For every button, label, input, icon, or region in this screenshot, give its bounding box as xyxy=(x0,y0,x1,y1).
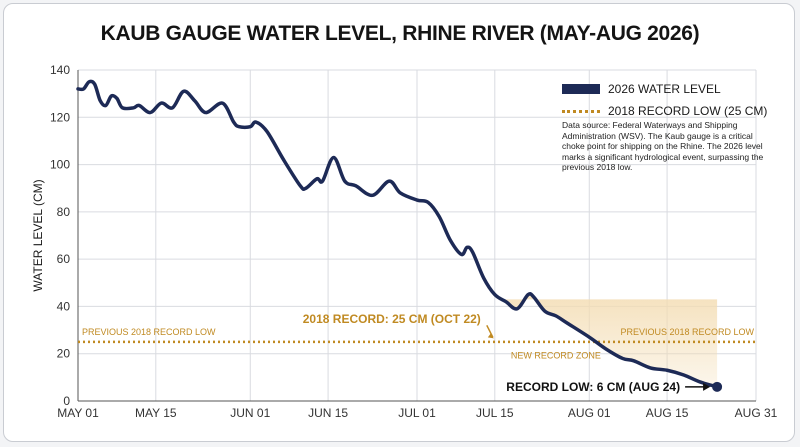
legend-label-series: 2026 WATER LEVEL xyxy=(608,82,721,96)
data-source-note: Data source: Federal Waterways and Shipp… xyxy=(562,120,764,172)
reference-label-right: PREVIOUS 2018 RECORD LOW xyxy=(620,327,754,337)
x-tick-label: AUG 01 xyxy=(568,406,611,420)
annotation-record-low: RECORD LOW: 6 CM (AUG 24) xyxy=(506,380,680,394)
series-line-2026 xyxy=(76,79,719,389)
x-tick-label: JUN 01 xyxy=(230,406,270,420)
legend-swatch-record xyxy=(562,109,600,113)
y-tick-label: 100 xyxy=(50,158,70,172)
record-low-marker xyxy=(712,381,723,392)
reference-label-left: PREVIOUS 2018 RECORD LOW xyxy=(82,327,216,337)
y-tick-label: 120 xyxy=(50,110,70,124)
legend-item-record: 2018 RECORD LOW (25 CM) xyxy=(562,102,772,120)
x-tick-label: JUN 15 xyxy=(308,406,348,420)
y-axis-label: WATER LEVEL (CM) xyxy=(31,179,45,291)
new-record-zone-label: NEW RECORD ZONE xyxy=(511,350,601,360)
x-tick-label: JUL 01 xyxy=(398,406,436,420)
y-tick-label: 0 xyxy=(63,394,70,408)
legend-label-record: 2018 RECORD LOW (25 CM) xyxy=(608,104,768,118)
x-tick-label: AUG 15 xyxy=(646,406,689,420)
y-tick-label: 40 xyxy=(57,299,71,313)
x-tick-label: MAY 15 xyxy=(135,406,177,420)
chart-title: KAUB GAUGE WATER LEVEL, RHINE RIVER (MAY… xyxy=(100,22,700,45)
legend-swatch-series xyxy=(562,84,600,94)
y-tick-label: 60 xyxy=(57,252,71,266)
annotation-2018-arrowhead xyxy=(487,333,494,339)
y-tick-label: 80 xyxy=(57,205,71,219)
annotation-record-low-arrowhead xyxy=(703,382,711,391)
y-tick-label: 20 xyxy=(57,347,71,361)
annotation-2018-record: 2018 RECORD: 25 CM (OCT 22) xyxy=(303,312,481,326)
x-tick-label: JUL 15 xyxy=(476,406,514,420)
x-tick-label: AUG 31 xyxy=(735,406,778,420)
legend-item-series: 2026 WATER LEVEL xyxy=(562,80,772,98)
y-tick-label: 140 xyxy=(50,63,70,77)
legend: 2026 WATER LEVEL 2018 RECORD LOW (25 CM) xyxy=(562,80,772,124)
x-tick-label: MAY 01 xyxy=(57,406,99,420)
